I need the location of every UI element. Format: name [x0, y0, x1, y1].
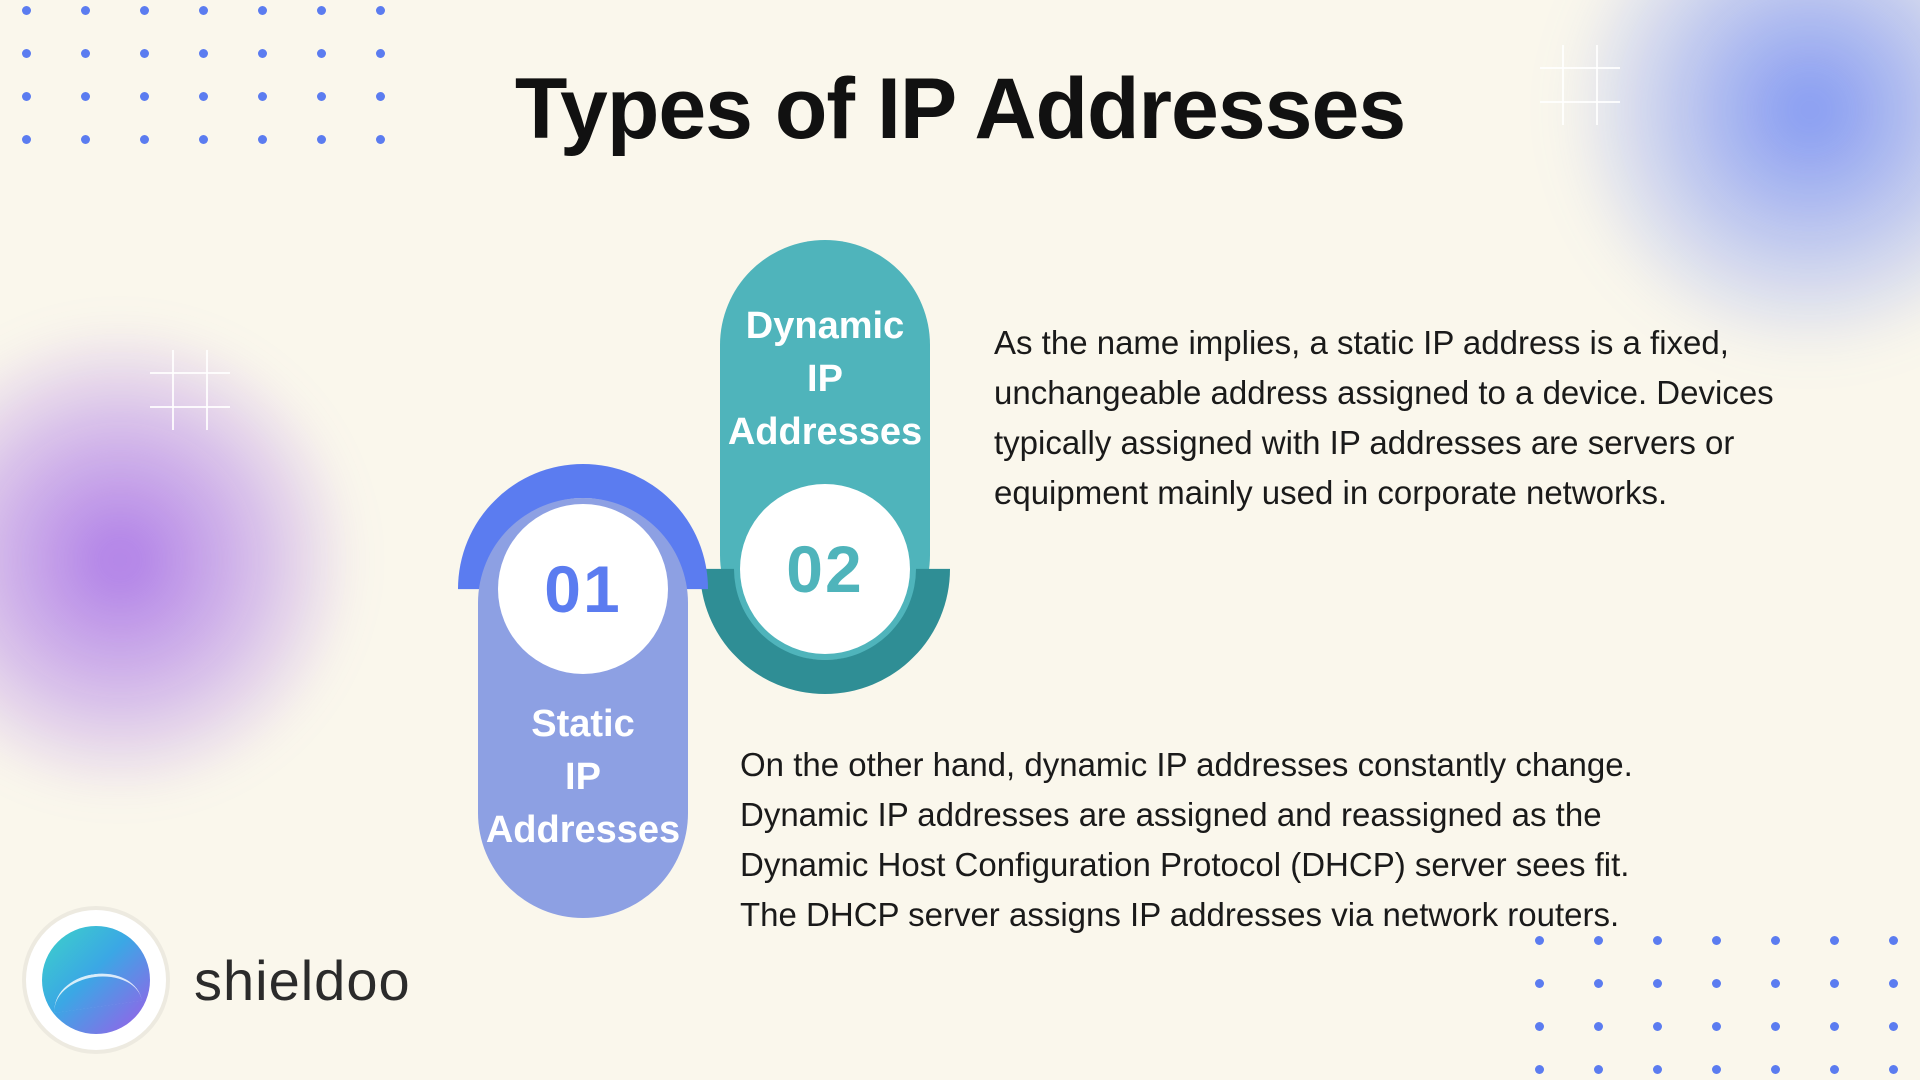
brand-logo-icon: [26, 910, 166, 1050]
pill-dynamic-number: 02: [786, 531, 863, 607]
pill-dynamic-label-line: IP: [807, 358, 843, 400]
dot-grid-top-left: [22, 6, 385, 144]
brand-logo: shieldoo: [26, 910, 411, 1050]
pill-static-label-line: Static: [531, 703, 634, 745]
page-title: Types of IP Addresses: [515, 60, 1405, 159]
pill-static-number: 01: [544, 551, 621, 627]
pill-dynamic-label: Dynamic IP Addresses: [720, 300, 930, 460]
dot-grid-bottom-right: [1535, 936, 1898, 1074]
pill-dynamic-label-line: Dynamic: [746, 305, 904, 347]
pill-static-number-circle: 01: [498, 504, 668, 674]
pill-static-label-line: Addresses: [486, 809, 680, 851]
pill-static-label-line: IP: [565, 756, 601, 798]
static-ip-description: As the name implies, a static IP address…: [994, 318, 1874, 519]
pill-dynamic-number-circle: 02: [740, 484, 910, 654]
brand-name: shieldoo: [194, 948, 411, 1013]
pill-static-label: Static IP Addresses: [478, 698, 688, 858]
dynamic-ip-description: On the other hand, dynamic IP addresses …: [740, 740, 1640, 941]
hash-mark-icon: [1540, 45, 1620, 125]
hash-mark-icon: [150, 350, 230, 430]
